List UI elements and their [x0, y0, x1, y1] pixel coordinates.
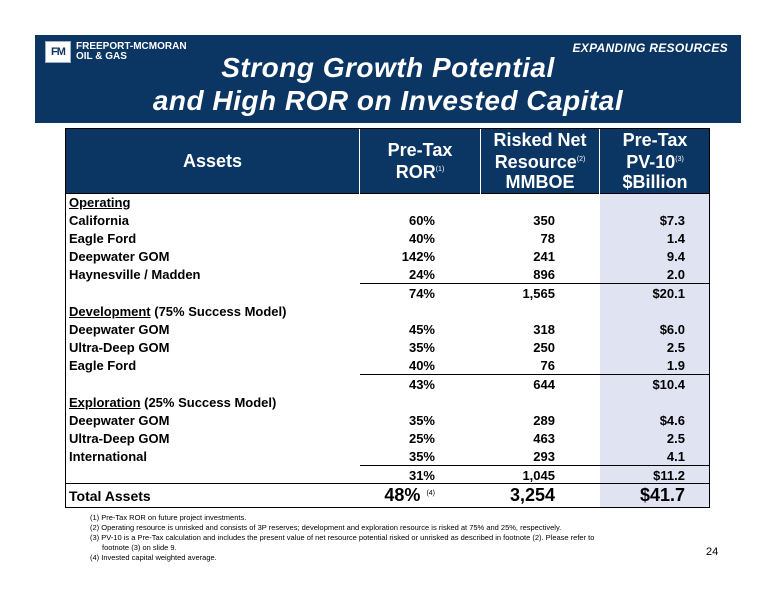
footnote-2: (2) Operating resource is unrisked and c…: [90, 523, 562, 532]
subtotal-row-development: 43% 644 $10.4: [408, 377, 685, 392]
subtotal-rule: [360, 374, 710, 375]
company-logo: FM FREEPORT-MCMORAN OIL & GAS: [45, 41, 187, 63]
logo-line-1: FREEPORT-MCMORAN: [76, 41, 187, 52]
header-ror: Pre-Tax ROR(1): [387, 140, 453, 182]
section-heading-exploration: Exploration (25% Success Model): [69, 395, 277, 410]
header-pv10: Pre-Tax PV-10(3) $Billion: [622, 130, 688, 192]
total-rule: [65, 483, 710, 484]
pv10-column-shade: [600, 194, 710, 508]
header-assets: Assets: [182, 151, 243, 171]
footnote-1: (1) Pre-Tax ROR on future project invest…: [90, 513, 247, 522]
subtotal-row-exploration: 31% 1,045 $11.2: [408, 468, 685, 483]
footnote-3: (3) PV-10 is a Pre-Tax calculation and i…: [90, 533, 595, 542]
slide-title-line-2: and High ROR on Invested Capital: [152, 85, 624, 116]
slide-title-line-1: Strong Growth Potential: [221, 52, 555, 83]
section-tag: EXPANDING RESOURCES: [572, 41, 728, 55]
table-row: Deepwater GOM 35% 289 $4.6: [69, 413, 685, 428]
logo-line-2: OIL & GAS: [76, 51, 127, 62]
footnote-3-cont: footnote (3) on slide 9.: [102, 543, 177, 552]
subtotal-rule: [360, 465, 710, 466]
table-row: Ultra-Deep GOM 25% 463 2.5: [69, 431, 685, 446]
subtotal-rule: [360, 283, 710, 284]
section-heading-operating: Operating: [69, 195, 131, 210]
table-row: Deepwater GOM 45% 318 $6.0: [69, 322, 685, 337]
total-row: Total Assets 48% (4) 3,254 $41.7: [69, 485, 685, 505]
title-banner: FM FREEPORT-MCMORAN OIL & GAS EXPANDING …: [35, 35, 741, 123]
footnotes: (1) Pre-Tax ROR on future project invest…: [90, 513, 690, 563]
table-row: Ultra-Deep GOM 35% 250 2.5: [69, 340, 685, 355]
table-row: Deepwater GOM 142% 241 9.4: [69, 249, 685, 264]
table-row: Eagle Ford 40% 76 1.9: [69, 358, 685, 373]
table-row: Eagle Ford 40% 78 1.4: [69, 231, 685, 246]
page-number: 24: [706, 546, 719, 558]
assets-table: Assets Pre-Tax ROR(1) Risked Net Resourc…: [65, 128, 710, 508]
table-body: [65, 194, 710, 508]
table-header: Assets Pre-Tax ROR(1) Risked Net Resourc…: [65, 128, 710, 195]
logo-mark-icon: FM: [45, 41, 71, 63]
table-row: California 60% 350 $7.3: [69, 213, 685, 228]
header-resource: Risked Net Resource(2) MMBOE: [493, 130, 587, 192]
footnote-4: (4) Invested capital weighted average.: [90, 553, 217, 562]
subtotal-row-operating: 74% 1,565 $20.1: [408, 286, 685, 301]
table-row: International 35% 293 4.1: [69, 449, 685, 464]
table-row: Haynesville / Madden 24% 896 2.0: [69, 267, 685, 282]
section-heading-development: Development (75% Success Model): [69, 304, 287, 319]
